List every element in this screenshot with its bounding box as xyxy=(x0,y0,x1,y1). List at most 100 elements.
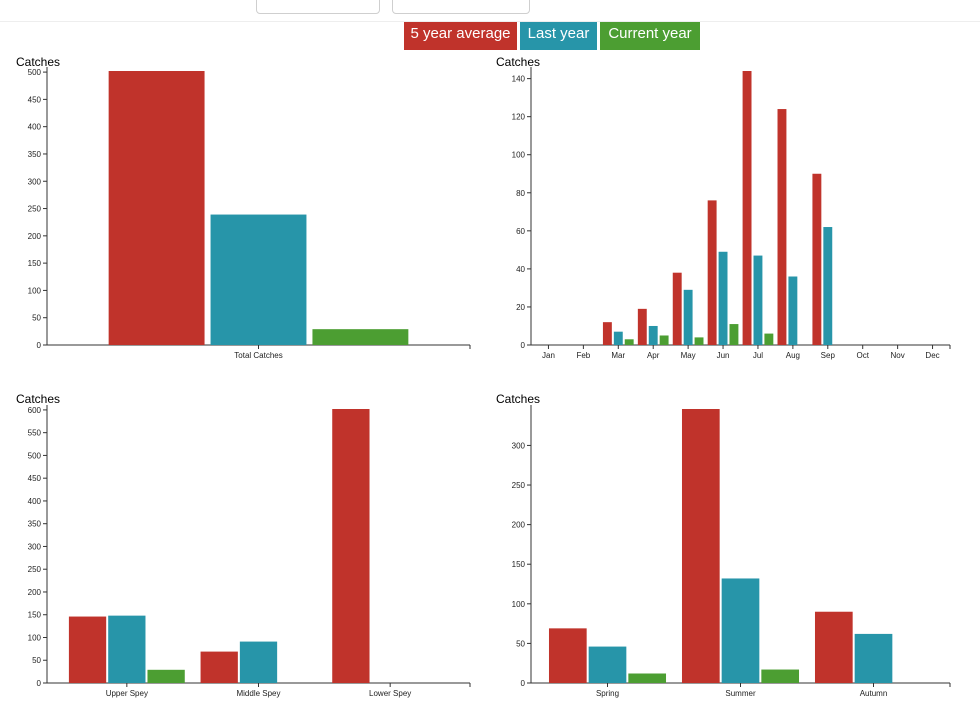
bar-last-autumn[interactable] xyxy=(854,633,893,683)
y-tick-label: 80 xyxy=(516,189,525,198)
bar-last-mar[interactable] xyxy=(613,331,623,345)
x-tick-label: Feb xyxy=(576,351,590,360)
y-tick-label: 0 xyxy=(521,679,526,688)
top-filter-bar xyxy=(0,0,980,22)
y-tick-label: 0 xyxy=(37,341,42,350)
bar-avg-autumn[interactable] xyxy=(814,611,853,683)
x-tick-label: Apr xyxy=(647,351,660,360)
legend-last-year-button[interactable]: Last year xyxy=(520,22,597,50)
bar-avg-aug[interactable] xyxy=(777,109,787,345)
x-tick-label: Mar xyxy=(611,351,625,360)
bar-current-may[interactable] xyxy=(694,337,704,345)
x-tick-label: Lower Spey xyxy=(369,689,411,698)
y-tick-label: 250 xyxy=(512,481,526,490)
x-tick-label: Autumn xyxy=(860,689,888,698)
bar-avg-upper-spey[interactable] xyxy=(68,616,107,683)
x-tick-label: Oct xyxy=(856,351,869,360)
bar-last-jul[interactable] xyxy=(753,255,763,345)
bar-avg-summer[interactable] xyxy=(681,409,720,683)
y-tick-label: 200 xyxy=(28,232,42,241)
y-tick-label: 400 xyxy=(28,497,42,506)
x-tick-label: Upper Spey xyxy=(106,689,148,698)
x-tick-label: Total Catches xyxy=(234,351,282,360)
bar-current-summer[interactable] xyxy=(761,669,800,683)
bar-last-summer[interactable] xyxy=(721,578,760,683)
x-tick-label: Aug xyxy=(786,351,800,360)
y-tick-label: 140 xyxy=(512,75,526,84)
y-tick-label: 40 xyxy=(516,265,525,274)
bar-avg-spring[interactable] xyxy=(548,628,587,683)
y-tick-label: 100 xyxy=(512,151,526,160)
bar-avg-jun[interactable] xyxy=(707,200,717,345)
y-axis-label: Catches xyxy=(16,55,60,69)
bar-last-middle-spey[interactable] xyxy=(239,641,278,683)
bar-avg-lower-spey[interactable] xyxy=(332,409,370,683)
y-tick-label: 50 xyxy=(32,314,41,323)
bar-last-upper-spey[interactable] xyxy=(108,615,146,683)
legend-five-year-average-button[interactable]: 5 year average xyxy=(404,22,517,50)
legend-current-year-button[interactable]: Current year xyxy=(600,22,700,50)
bar-last-sep[interactable] xyxy=(823,227,833,345)
x-tick-label: May xyxy=(681,351,696,360)
y-tick-label: 50 xyxy=(32,656,41,665)
y-tick-label: 550 xyxy=(28,429,42,438)
bar-current-upper-spey[interactable] xyxy=(147,669,185,683)
y-tick-label: 0 xyxy=(521,341,526,350)
y-tick-label: 100 xyxy=(28,633,42,642)
y-tick-label: 350 xyxy=(28,150,42,159)
x-tick-label: Dec xyxy=(925,351,939,360)
bar-current-jun[interactable] xyxy=(729,324,739,345)
bar-avg-may[interactable] xyxy=(672,272,682,345)
y-tick-label: 100 xyxy=(512,600,526,609)
y-tick-label: 120 xyxy=(512,113,526,122)
y-tick-label: 250 xyxy=(28,565,42,574)
y-tick-label: 250 xyxy=(28,205,42,214)
x-tick-label: Summer xyxy=(725,689,756,698)
x-tick-label: Jan xyxy=(542,351,555,360)
bar-last-jun[interactable] xyxy=(718,251,728,345)
y-tick-label: 150 xyxy=(512,560,526,569)
y-tick-label: 300 xyxy=(512,441,526,450)
bar-last-aug[interactable] xyxy=(788,276,798,346)
bar-current-jul[interactable] xyxy=(764,333,774,345)
bar-last-apr[interactable] xyxy=(648,325,658,345)
bar-last-total-catches[interactable] xyxy=(210,214,307,345)
x-tick-label: Sep xyxy=(821,351,836,360)
bar-current-apr[interactable] xyxy=(659,335,669,345)
y-axis-label: Catches xyxy=(496,55,540,69)
filter-select-1[interactable] xyxy=(256,0,380,14)
bar-current-total-catches[interactable] xyxy=(312,329,409,345)
x-tick-label: Nov xyxy=(891,351,905,360)
y-tick-label: 300 xyxy=(28,177,42,186)
bar-current-mar[interactable] xyxy=(624,339,634,345)
bar-avg-sep[interactable] xyxy=(812,173,822,345)
y-tick-label: 60 xyxy=(516,227,525,236)
y-tick-label: 300 xyxy=(28,542,42,551)
y-tick-label: 150 xyxy=(28,611,42,620)
bar-avg-mar[interactable] xyxy=(602,322,612,345)
bar-avg-apr[interactable] xyxy=(637,308,647,345)
y-tick-label: 50 xyxy=(516,639,525,648)
filter-select-2[interactable] xyxy=(392,0,530,14)
y-axis-label: Catches xyxy=(496,392,540,406)
bar-avg-total-catches[interactable] xyxy=(108,71,205,345)
bar-avg-middle-spey[interactable] xyxy=(200,651,238,683)
bar-current-spring[interactable] xyxy=(628,673,667,683)
x-tick-label: Middle Spey xyxy=(236,689,280,698)
bar-avg-jul[interactable] xyxy=(742,71,752,345)
x-tick-label: Jun xyxy=(717,351,730,360)
y-tick-label: 400 xyxy=(28,123,42,132)
bar-last-may[interactable] xyxy=(683,289,693,345)
y-tick-label: 0 xyxy=(37,679,42,688)
y-tick-label: 450 xyxy=(28,474,42,483)
y-tick-label: 350 xyxy=(28,520,42,529)
x-tick-label: Spring xyxy=(596,689,619,698)
y-axis-label: Catches xyxy=(16,392,60,406)
y-tick-label: 200 xyxy=(512,521,526,530)
bar-last-spring[interactable] xyxy=(588,646,627,683)
y-tick-label: 200 xyxy=(28,588,42,597)
y-tick-label: 600 xyxy=(28,406,42,415)
